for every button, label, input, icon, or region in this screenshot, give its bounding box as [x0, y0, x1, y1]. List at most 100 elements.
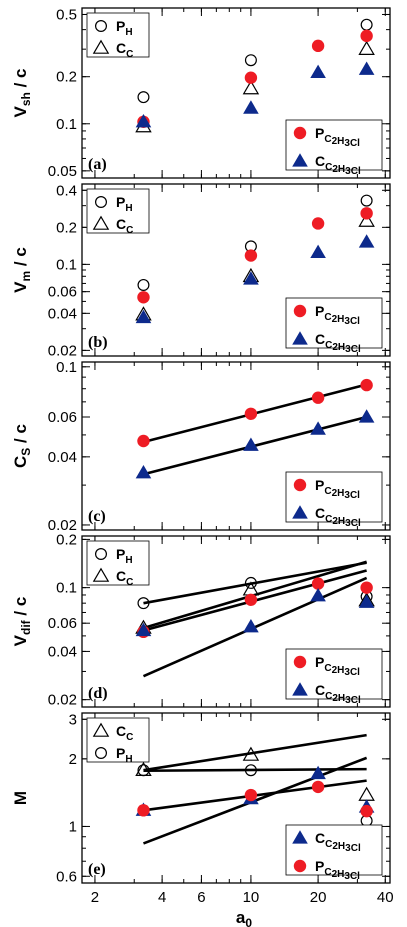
legend-bottom-right: PC2H3Cl CC2H3Cl [285, 297, 383, 355]
legend-label: CC2H3Cl [315, 331, 361, 355]
data-point [360, 194, 373, 207]
data-point [358, 40, 375, 55]
data-point [311, 391, 325, 404]
y-axis-label: M [11, 791, 30, 805]
legend-marker [293, 304, 307, 318]
panel-3: 0.02 0.04 0.06 0.1 CS / c (c) PC2H3Cl CC2H3Cl [11, 359, 391, 534]
panel-label: (b) [88, 334, 108, 351]
legend-bottom-right: PC2H3Cl CC2H3Cl [285, 471, 383, 529]
x-tick-label: 4 [158, 889, 166, 906]
y-axis-label: CS / c [11, 424, 33, 468]
data-point [135, 309, 152, 324]
panel-label: (a) [88, 156, 107, 173]
legend-marker [292, 505, 308, 519]
legend-marker [94, 20, 107, 33]
data-point [244, 407, 258, 420]
y-tick-label: 0.05 [48, 163, 77, 180]
data-point [358, 212, 375, 227]
data-point [137, 291, 150, 304]
data-point [137, 804, 150, 817]
y-tick-label: 0.2 [56, 531, 77, 548]
y-axis-label: Vm / c [11, 247, 33, 293]
data-point [360, 581, 373, 594]
data-point [358, 786, 375, 801]
fit-line [143, 767, 367, 773]
data-point [243, 618, 259, 633]
y-tick-label: 0.2 [56, 69, 77, 86]
y-tick-label: 3 [69, 711, 77, 728]
data-point [310, 765, 326, 780]
x-tick-label: 2 [91, 889, 99, 906]
legend-bottom-right: PC2H3Cl CC2H3Cl [285, 119, 383, 177]
legend-marker [293, 859, 307, 873]
data-point [360, 378, 373, 392]
data-point [137, 91, 150, 104]
panel-label: (d) [88, 685, 108, 702]
legend-bottom-right: CC2H3Cl PC2H3Cl [285, 824, 383, 882]
fit-line [143, 561, 367, 605]
plot-frame [81, 712, 391, 884]
legend-label: PH [116, 194, 133, 214]
data-point [137, 434, 150, 448]
data-point [310, 587, 326, 602]
series-c-c2h3cl [135, 234, 375, 324]
data-point [358, 61, 375, 75]
fit-line [143, 733, 367, 772]
data-point [243, 437, 259, 451]
series-c-c2h3cl [135, 61, 375, 128]
legend-marker [293, 655, 307, 669]
y-tick-label: 0.2 [56, 219, 77, 236]
y-tick-label: 0.02 [48, 517, 77, 534]
data-point [360, 18, 373, 31]
plot-frame [81, 535, 391, 708]
y-tick-label: 0.06 [48, 615, 77, 632]
legend-box [86, 12, 150, 58]
y-tick-label: 0.1 [56, 256, 77, 273]
plot-frame [81, 361, 391, 531]
data-point [242, 80, 260, 95]
legend-label: PC2H3Cl [315, 303, 360, 327]
y-tick-label: 0.04 [48, 449, 77, 466]
legend-marker [92, 39, 110, 54]
data-point [135, 465, 152, 479]
y-tick-label: 0.5 [56, 6, 77, 23]
data-point [137, 597, 150, 610]
y-axis-label: Vdif / c [11, 597, 33, 647]
y-tick-label: 1 [69, 818, 77, 835]
legend-label: CC [116, 40, 133, 60]
data-point [243, 271, 259, 285]
data-point [244, 54, 257, 67]
legend-label: PH [116, 546, 133, 566]
y-tick-label: 0.04 [48, 305, 77, 322]
panel-label: (e) [88, 861, 106, 878]
y-tick-label: 0.4 [56, 182, 77, 199]
data-point [244, 249, 258, 262]
data-point [358, 594, 375, 608]
legend-label: CC [116, 723, 133, 743]
data-point [358, 234, 375, 248]
y-tick-label: 0.06 [48, 409, 77, 426]
legend-marker [293, 478, 307, 492]
x-axis-label: a0 [236, 908, 252, 927]
data-point [244, 71, 258, 84]
data-point [244, 788, 258, 802]
legend-label: PC2H3Cl [315, 654, 360, 678]
legend-label: PC2H3Cl [315, 858, 360, 882]
legend-marker [293, 126, 307, 140]
legend-marker [292, 682, 308, 696]
data-point [135, 622, 152, 637]
legend-marker [92, 722, 110, 737]
data-point [310, 64, 326, 79]
legend-marker [94, 746, 107, 759]
series-c-c2h3cl [135, 409, 375, 479]
legend-marker [292, 153, 308, 167]
legend-label: CC2H3Cl [315, 830, 361, 854]
legend-label: PC2H3Cl [315, 477, 360, 501]
data-point [244, 764, 257, 777]
data-point [311, 217, 325, 230]
data-point [244, 576, 257, 589]
y-tick-label: 0.1 [56, 359, 77, 376]
data-point [137, 764, 150, 777]
